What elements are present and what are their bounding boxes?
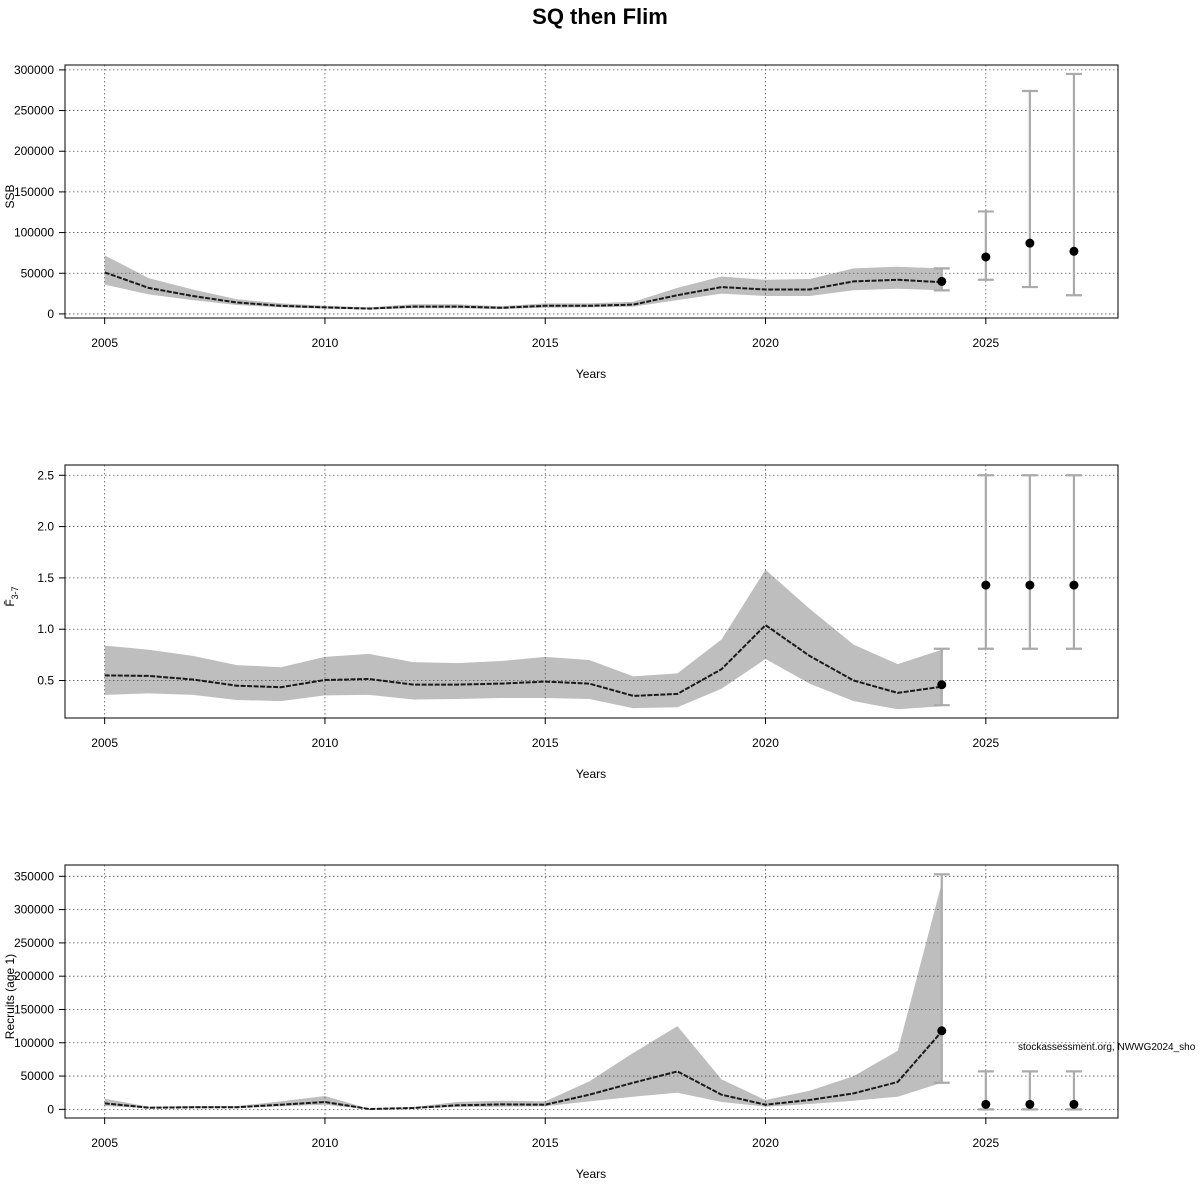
ssb-y-tick-label: 300000 [14, 63, 54, 77]
fbar-x-tick-label: 2025 [972, 736, 999, 750]
recruits-last-year-point [937, 1026, 947, 1036]
ssb-y-tick-label: 100000 [14, 226, 54, 240]
recruits-y-tick-label: 50000 [21, 1069, 55, 1083]
ssb-series-line [104, 271, 942, 310]
recruits-confidence-band [104, 883, 942, 1110]
recruits-x-tick-label: 2005 [91, 1136, 118, 1150]
ssb-plot-frame [64, 64, 1119, 319]
ssb-y-axis-label: SSB [3, 184, 17, 208]
fbar-x-tick-label: 2010 [312, 736, 339, 750]
recruits-series-line [104, 1030, 943, 1111]
ssb-x-tick-label: 2025 [972, 336, 999, 350]
recruits-y-tick-label: 250000 [14, 936, 54, 950]
ssb-x-tick-label: 2010 [312, 336, 339, 350]
panel-ssb: 2005 2010 2015 2020 2025 0 50000 100000 150000 20… [3, 63, 1119, 381]
recruits-y-tick-label: 150000 [14, 1002, 54, 1016]
recruits-forecast-3-point [1069, 1099, 1079, 1109]
panel-recruits: 2005 2010 2015 2020 2025 0 50000 100000 150000 20… [3, 864, 1119, 1181]
fbar-y-tick-label: 1.5 [37, 571, 54, 585]
fbar-confidence-band [104, 569, 942, 710]
ssb-x-tick-label: 2020 [752, 336, 779, 350]
ssb-forecast-3-point [1069, 246, 1079, 256]
recruits-x-tick-label: 2015 [532, 1136, 559, 1150]
fbar-last-year-point [937, 680, 947, 690]
fbar-x-tick-label: 2005 [91, 736, 118, 750]
footnote: stockassessment.org, NWWG2024_sho [1018, 1042, 1196, 1053]
ssb-y-tick-label: 200000 [14, 144, 54, 158]
ssb-y-tick-label: 50000 [21, 266, 55, 280]
fbar-y-tick-label: 0.5 [37, 674, 54, 688]
ssb-confidence-band [104, 255, 942, 310]
ssb-x-tick-label: 2015 [532, 336, 559, 350]
fbar-y-axis-label: F̄3-7 [3, 586, 20, 606]
ssb-last-year-point [937, 276, 947, 286]
fbar-y-axis-label-subscript: 3-7 [10, 586, 20, 599]
recruits-y-axis-label: Recruits (age 1) [3, 954, 17, 1039]
recruits-x-tick-label: 2010 [312, 1136, 339, 1150]
ssb-y-tick-label: 150000 [14, 185, 54, 199]
fbar-x-tick-label: 2020 [752, 736, 779, 750]
chart-title: SQ then Flim [532, 4, 668, 29]
recruits-y-tick-label: 200000 [14, 969, 54, 983]
fbar-forecast-3-point [1069, 580, 1079, 590]
fbar-y-tick-label: 2.5 [37, 468, 54, 482]
fbar-y-tick-label: 2.0 [37, 520, 54, 534]
recruits-forecast-1-point [981, 1099, 991, 1109]
fbar-forecast-2-point [1025, 580, 1035, 590]
fbar-y-tick-label: 1.0 [37, 622, 54, 636]
panel-fbar: 2005 2010 2015 2020 2025 0.5 1.0 1.5 2.0 2.5 Years… [3, 464, 1119, 781]
fbar-plot-frame [64, 464, 1119, 719]
recruits-x-axis-label: Years [576, 1167, 606, 1181]
recruits-x-tick-label: 2020 [752, 1136, 779, 1150]
ssb-y-tick-label: 250000 [14, 104, 54, 118]
recruits-y-tick-label: 300000 [14, 903, 54, 917]
fbar-x-tick-label: 2015 [532, 736, 559, 750]
fbar-x-axis-label: Years [576, 767, 606, 781]
fbar-forecast-1-point [981, 580, 991, 590]
panels: 2005 2010 2015 2020 2025 0 50000 100000 150000 20… [3, 63, 1119, 1181]
ssb-x-axis-label: Years [576, 367, 606, 381]
recruits-y-tick-label: 0 [47, 1102, 54, 1116]
recruits-y-tick-label: 350000 [14, 869, 54, 883]
recruits-y-tick-label: 100000 [14, 1036, 54, 1050]
ssb-y-tick-label: 0 [47, 307, 54, 321]
ssb-x-tick-label: 2005 [91, 336, 118, 350]
recruits-x-tick-label: 2025 [972, 1136, 999, 1150]
fbar-series-line [104, 623, 942, 697]
ssb-forecast-1-point [981, 252, 991, 262]
recruits-plot-frame [64, 864, 1119, 1119]
ssb-forecast-2-point [1025, 238, 1035, 248]
recruits-forecast-2-point [1025, 1099, 1035, 1109]
